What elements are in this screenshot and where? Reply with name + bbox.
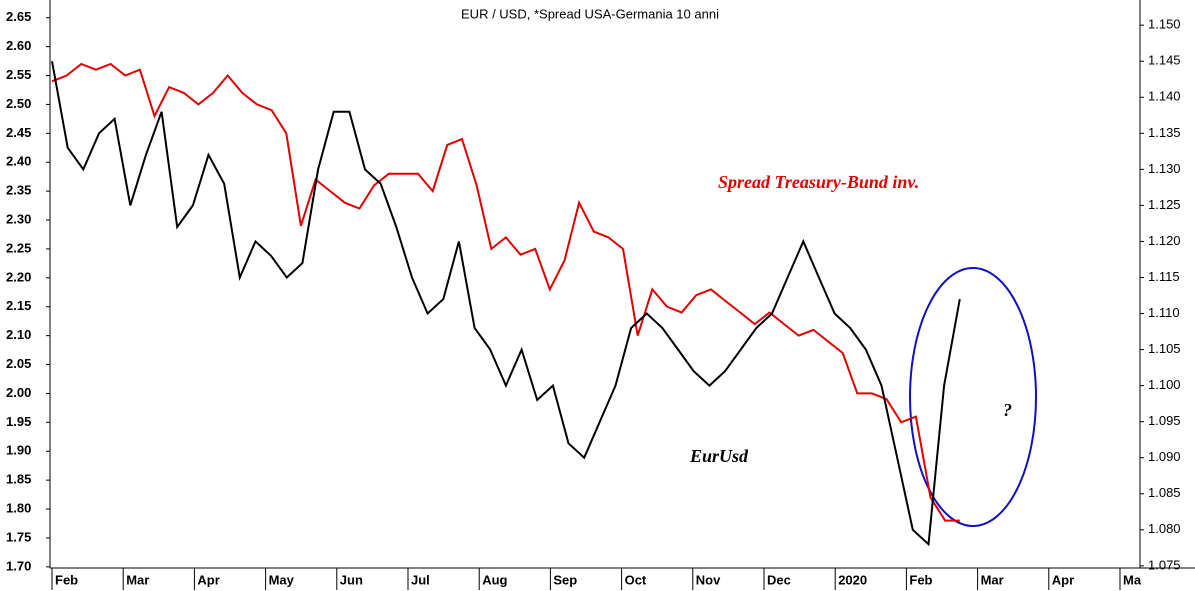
y-tick-label: 2.65: [6, 9, 31, 24]
x-tick-label: Ma: [1123, 572, 1142, 587]
x-tick-label: Jun: [340, 572, 363, 587]
x-tick-label: 2020: [838, 572, 867, 587]
x-tick-label: Mar: [981, 572, 1004, 587]
x-tick-label: Feb: [55, 572, 78, 587]
y-tick-label: 2.50: [6, 96, 31, 111]
y-tick-label: 2.35: [6, 183, 31, 198]
y2-tick-label: 1.135: [1148, 125, 1181, 140]
y2-tick-label: 1.150: [1148, 17, 1181, 32]
y2-tick-label: 1.090: [1148, 449, 1181, 464]
y-tick-label: 2.45: [6, 125, 31, 140]
x-tick-label: Dec: [767, 572, 791, 587]
y-tick-label: 2.05: [6, 356, 31, 371]
y-tick-label: 2.40: [6, 154, 31, 169]
y-tick-label: 1.85: [6, 472, 31, 487]
y2-tick-label: 1.115: [1148, 269, 1180, 284]
y-tick-label: 1.75: [6, 529, 31, 544]
x-tick-label: Apr: [1052, 572, 1074, 587]
y2-tick-label: 1.100: [1148, 377, 1181, 392]
x-tick-label: Mar: [126, 572, 149, 587]
annotation: ?: [1003, 400, 1012, 420]
y-tick-label: 2.25: [6, 240, 31, 255]
y-tick-label: 1.95: [6, 414, 31, 429]
y-tick-label: 1.80: [6, 500, 31, 515]
series-line: [51, 62, 960, 522]
y2-tick-label: 1.125: [1148, 197, 1181, 212]
series-label: Spread Treasury-Bund inv.: [718, 172, 919, 192]
y2-tick-label: 1.145: [1148, 53, 1181, 68]
y2-tick-label: 1.075: [1148, 557, 1181, 572]
y2-tick-label: 1.080: [1148, 521, 1181, 536]
x-tick-label: Sep: [553, 572, 577, 587]
y-tick-label: 2.00: [6, 385, 31, 400]
series-label: EurUsd: [689, 446, 749, 466]
x-tick-label: May: [269, 572, 295, 587]
y-tick-label: 2.20: [6, 269, 31, 284]
y-tick-label: 1.90: [6, 443, 31, 458]
x-tick-label: Jul: [411, 572, 430, 587]
series-line: [51, 61, 961, 547]
y-tick-label: 2.10: [6, 327, 31, 342]
y-tick-label: 2.60: [6, 38, 31, 53]
x-tick-label: Oct: [625, 572, 647, 587]
x-tick-label: Feb: [909, 572, 932, 587]
y-tick-label: 2.15: [6, 298, 31, 313]
y2-tick-label: 1.130: [1148, 161, 1181, 176]
x-tick-label: Nov: [696, 572, 721, 587]
y-tick-label: 2.55: [6, 67, 31, 82]
x-tick-label: Aug: [482, 572, 507, 587]
y2-tick-label: 1.110: [1148, 305, 1180, 320]
x-tick-label: Apr: [197, 572, 219, 587]
y2-tick-label: 1.095: [1148, 413, 1181, 428]
y2-tick-label: 1.120: [1148, 233, 1181, 248]
y2-tick-label: 1.105: [1148, 341, 1181, 356]
chart-title: EUR / USD, *Spread USA-Germania 10 anni: [461, 6, 719, 21]
highlight-ellipse: [909, 267, 1037, 527]
y2-tick-label: 1.085: [1148, 485, 1181, 500]
y2-tick-label: 1.140: [1148, 89, 1181, 104]
y-tick-label: 1.70: [6, 558, 31, 573]
y-tick-label: 2.30: [6, 211, 31, 226]
